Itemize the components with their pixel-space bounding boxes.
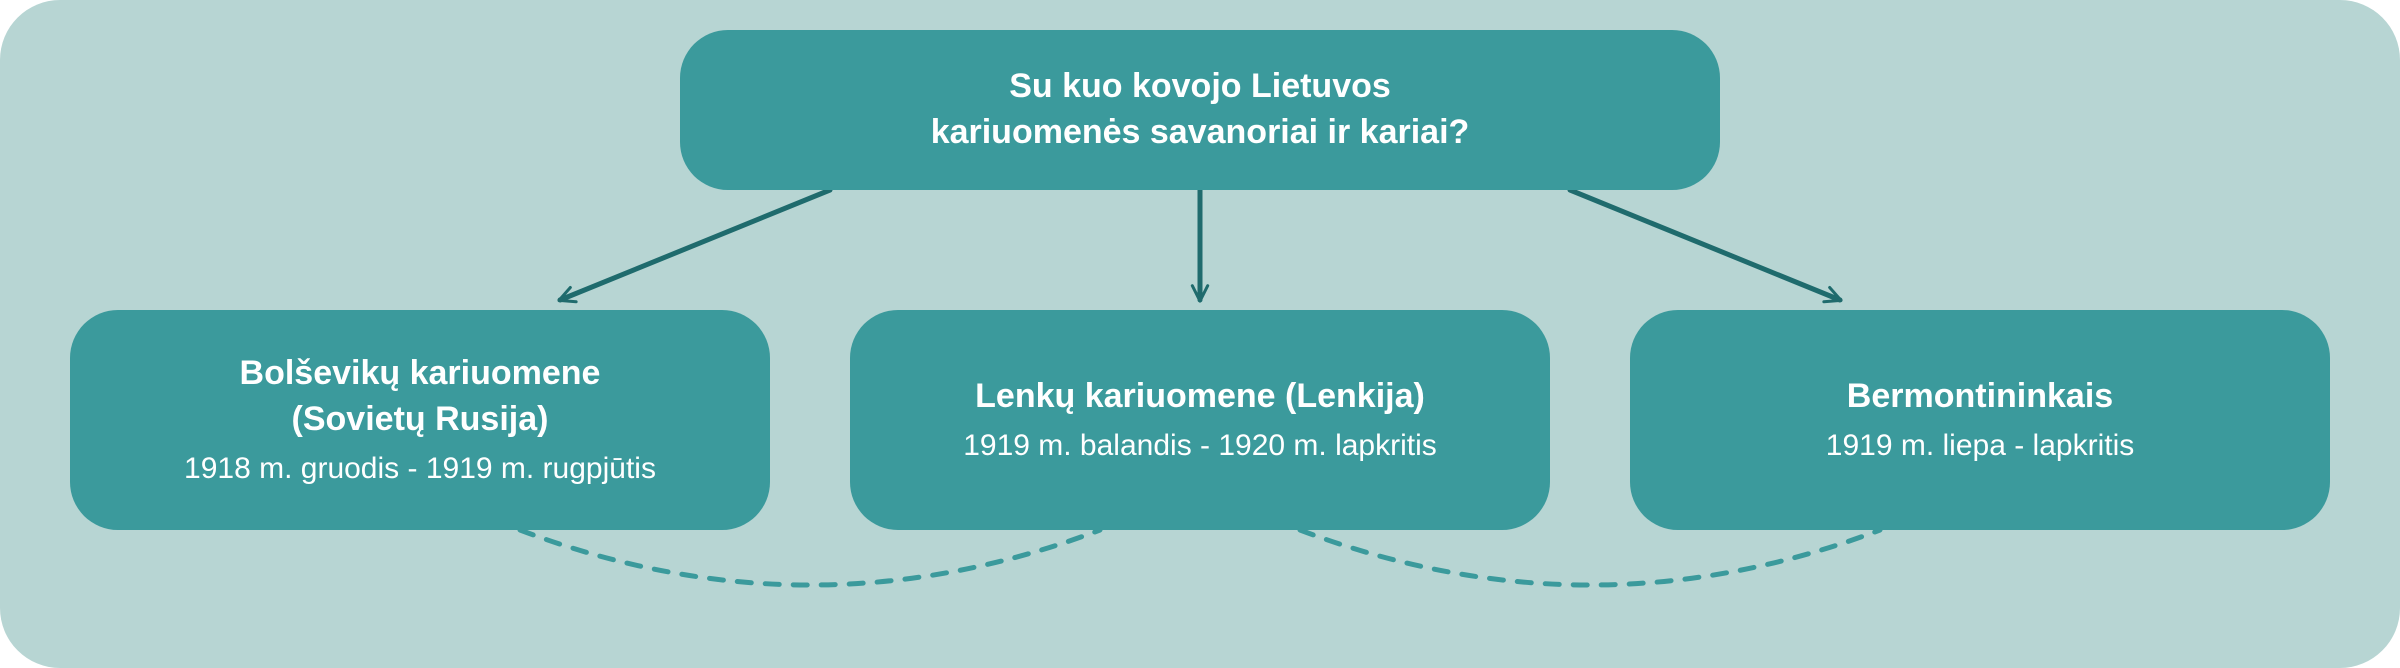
child-title: Bermontininkais — [1847, 374, 2113, 420]
child-daterange: 1919 m. liepa - lapkritis — [1826, 426, 2134, 467]
dashed-connector — [520, 530, 1100, 585]
child-title-2: (Sovietų Rusija) — [292, 397, 549, 443]
arrow — [560, 190, 830, 300]
arrow — [1570, 190, 1840, 300]
child-title: Bolševikų kariuomene — [240, 351, 601, 397]
root-node: Su kuo kovojo Lietuvos kariuomenės savan… — [680, 30, 1720, 190]
child-daterange: 1918 m. gruodis - 1919 m. rugpjūtis — [184, 449, 656, 490]
child-node-poland: Lenkų kariuomene (Lenkija) 1919 m. balan… — [850, 310, 1550, 530]
child-node-bolsheviks: Bolševikų kariuomene (Sovietų Rusija) 19… — [70, 310, 770, 530]
dashed-connector — [1300, 530, 1880, 585]
root-title-line2: kariuomenės savanoriai ir kariai? — [931, 110, 1470, 156]
child-title: Lenkų kariuomene (Lenkija) — [975, 374, 1425, 420]
child-daterange: 1919 m. balandis - 1920 m. lapkritis — [963, 426, 1437, 467]
root-title-line1: Su kuo kovojo Lietuvos — [1009, 64, 1391, 110]
child-node-bermontians: Bermontininkais 1919 m. liepa - lapkriti… — [1630, 310, 2330, 530]
diagram-canvas: Su kuo kovojo Lietuvos kariuomenės savan… — [0, 0, 2400, 668]
